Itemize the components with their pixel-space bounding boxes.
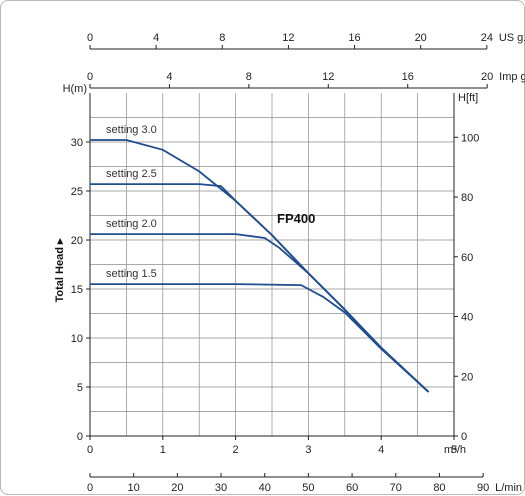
top-axis-tick-label: 12 — [282, 32, 294, 44]
chart-title: FP400 — [277, 211, 315, 226]
y-right-unit-label: H[ft] — [458, 92, 478, 104]
series-label: setting 3.0 — [106, 124, 157, 136]
lmin-tick-label: 0 — [87, 482, 93, 494]
y-ft-tick-label: 60 — [461, 252, 473, 264]
y-ft-tick-label: 100 — [461, 132, 479, 144]
y-tick-label: 0 — [77, 431, 83, 443]
lmin-tick-label: 60 — [346, 482, 358, 494]
top-axis-tick-label: 4 — [153, 32, 159, 44]
lmin-tick-label: 50 — [302, 482, 314, 494]
series-label: setting 1.5 — [106, 268, 157, 280]
pump-curve-setting-2-0 — [90, 233, 430, 393]
lmin-tick-label: 20 — [171, 482, 183, 494]
lmin-tick-label: 30 — [215, 482, 227, 494]
x-tick-label: 3 — [305, 444, 311, 456]
y-tick-label: 15 — [71, 284, 83, 296]
lmin-unit-label: L/min — [495, 482, 522, 494]
lmin-tick-label: 70 — [390, 482, 402, 494]
lmin-tick-label: 10 — [128, 482, 140, 494]
top-axis-unit-label: US g.p.m — [499, 32, 525, 44]
lmin-tick-label: 80 — [433, 482, 445, 494]
y-ft-tick-label: 20 — [461, 371, 473, 383]
y-axis-label: Total Head ▸ — [54, 238, 66, 302]
y-ft-tick-label: 40 — [461, 312, 473, 324]
top-axis-tick-label: 12 — [322, 71, 334, 83]
y-tick-label: 10 — [71, 333, 83, 345]
grid-layer — [90, 93, 455, 436]
top-axis-unit-label: Imp g.p.m — [499, 71, 525, 83]
series-label: setting 2.5 — [106, 168, 157, 180]
top-axis-tick-label: 16 — [348, 32, 360, 44]
top-axis-tick-label: 20 — [481, 71, 493, 83]
y-ft-tick-label: 80 — [461, 192, 473, 204]
curve-layer — [90, 139, 430, 393]
top-axis-tick-label: 24 — [481, 32, 493, 44]
top-axis-tick-label: 20 — [415, 32, 427, 44]
y-left-unit-label: H(m) — [63, 83, 87, 95]
y-tick-label: 20 — [71, 235, 83, 247]
x-tick-label: 4 — [378, 444, 384, 456]
top-axis-tick-label: 8 — [246, 71, 252, 83]
top-axis-tick-label: 4 — [166, 71, 172, 83]
y-ft-tick-label: 0 — [461, 431, 467, 443]
top-axis-tick-label: 0 — [87, 32, 93, 44]
series-label: setting 2.0 — [106, 218, 157, 230]
top-axis-tick-label: 0 — [87, 71, 93, 83]
pump-curve-setting-1-5 — [90, 283, 430, 393]
lmin-tick-label: 90 — [477, 482, 489, 494]
x-tick-label: 0 — [87, 444, 93, 456]
top-axis-tick-label: 8 — [219, 32, 225, 44]
x-tick-label: 1 — [160, 444, 166, 456]
top-axis-tick-label: 16 — [402, 71, 414, 83]
y-tick-label: 30 — [71, 137, 83, 149]
x-unit-label: m³/h — [444, 444, 466, 456]
axis-layer — [86, 45, 488, 478]
y-tick-label: 25 — [71, 186, 83, 198]
x-tick-label: 5 — [451, 444, 457, 456]
y-tick-label: 5 — [77, 382, 83, 394]
x-tick-label: 2 — [233, 444, 239, 456]
lmin-tick-label: 40 — [259, 482, 271, 494]
